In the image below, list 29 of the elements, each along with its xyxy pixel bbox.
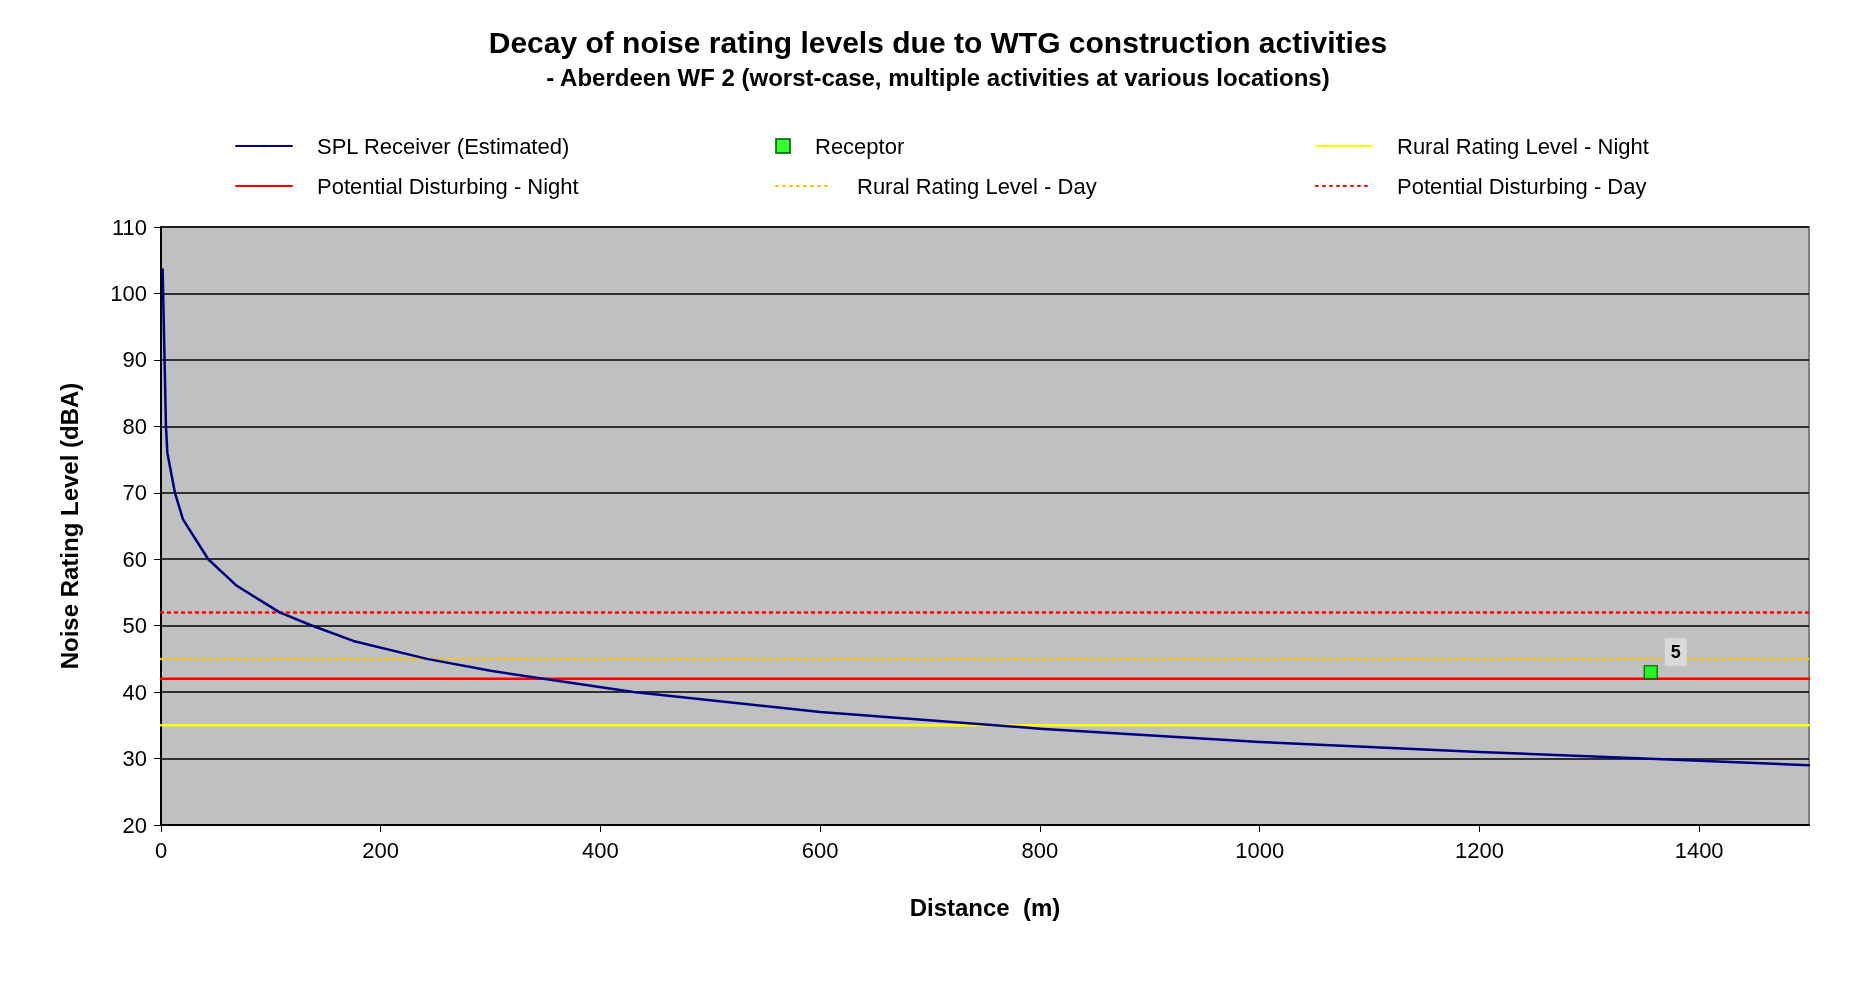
x-tick-label: 1200 bbox=[1454, 837, 1504, 863]
chart-title: Decay of noise rating levels due to WTG construction activities bbox=[488, 25, 1388, 59]
y-tick-label: 110 bbox=[111, 214, 147, 240]
legend-label: Potential Disturbing - Night bbox=[317, 173, 579, 199]
legend-label: Rural Rating Level - Day bbox=[857, 173, 1097, 199]
x-tick-label: 800 bbox=[1021, 837, 1059, 863]
x-tick-label: 600 bbox=[801, 837, 839, 863]
y-tick-label: 90 bbox=[122, 347, 147, 373]
y-axis-title: Noise Rating Level (dBA) bbox=[55, 382, 83, 670]
y-tick-label: 30 bbox=[122, 746, 147, 772]
y-tick-label: 60 bbox=[122, 546, 147, 572]
x-tick-label: 400 bbox=[582, 837, 619, 863]
y-tick-label: 100 bbox=[110, 280, 147, 306]
y-tick-label: 70 bbox=[122, 480, 147, 506]
x-tick-label: 1000 bbox=[1235, 837, 1285, 863]
legend-label: Receptor bbox=[815, 133, 905, 159]
x-tick-label: 1400 bbox=[1674, 837, 1724, 863]
y-tick-label: 20 bbox=[122, 812, 147, 838]
y-tick-label: 40 bbox=[122, 679, 147, 705]
x-tick-label: 200 bbox=[362, 837, 400, 863]
x-tick-label: 0 bbox=[154, 837, 168, 863]
legend-label: Potential Disturbing - Day bbox=[1397, 173, 1647, 199]
y-tick-label: 80 bbox=[122, 413, 147, 439]
chart-subtitle: - Aberdeen WF 2 (worst-case, multiple activities at various locations) bbox=[546, 63, 1330, 91]
legend-label: Rural Rating Level - Night bbox=[1397, 133, 1649, 159]
x-axis-title: Distance (m) bbox=[909, 893, 1061, 921]
y-tick-label: 50 bbox=[122, 613, 147, 639]
annotation: 5 bbox=[1670, 642, 1681, 663]
legend-label: SPL Receiver (Estimated) bbox=[317, 133, 570, 159]
